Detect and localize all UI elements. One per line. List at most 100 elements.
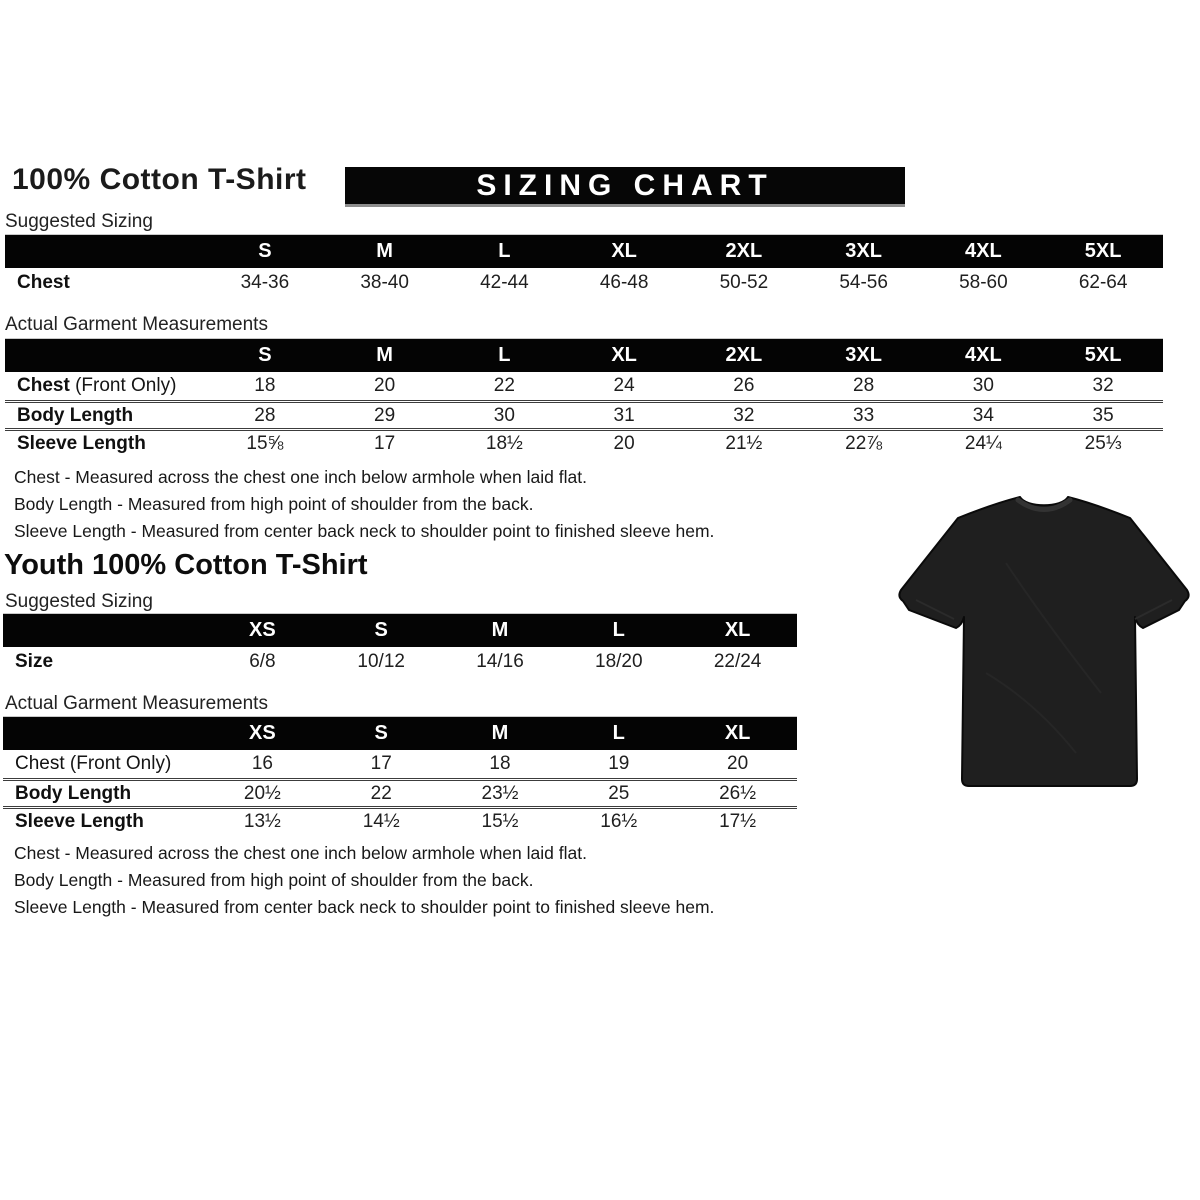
size-column-header: L bbox=[498, 240, 511, 262]
size-header-row: S M L XL 2XL 3XL 4XL 5XL bbox=[5, 235, 1163, 268]
measurement-value: 20½ bbox=[243, 782, 281, 804]
measurement-value: 17 bbox=[374, 432, 396, 454]
measurement-value: 13½ bbox=[243, 810, 281, 832]
size-column-header: 3XL bbox=[845, 344, 882, 366]
tshirt-wrinkle bbox=[985, 562, 1102, 754]
adult-measurement-notes: Chest - Measured across the chest one in… bbox=[14, 464, 714, 545]
row-label-cell: Body Length bbox=[5, 405, 205, 427]
table-row: Sleeve Length 15⅝ 17 18½ 20 21½ 22⅞ 24¼ 25⅓ bbox=[5, 428, 1163, 456]
size-column-header: 5XL bbox=[1084, 240, 1122, 262]
measurement-value: 22/24 bbox=[713, 650, 762, 672]
measurement-value: 28 bbox=[254, 404, 276, 426]
table-row: Size 6/8 10/12 14/16 18/20 22/24 bbox=[3, 647, 797, 676]
adult-suggested-sizing-table: S M L XL 2XL 3XL 4XL 5XL Chest 34-36 38-40 42-44 46-… bbox=[5, 234, 1163, 297]
measurement-value: 42-44 bbox=[480, 271, 529, 293]
table-row: Body Length 20½ 22 23½ 25 26½ bbox=[3, 778, 797, 806]
size-column-header: M bbox=[376, 240, 393, 262]
measurement-value: 14½ bbox=[362, 810, 400, 832]
note-line: Body Length - Measured from high point o… bbox=[14, 870, 534, 890]
size-column-header: L bbox=[612, 722, 625, 744]
measurement-value: 21½ bbox=[725, 432, 763, 454]
row-label-suffix: (Front Only) bbox=[69, 375, 177, 396]
note-line: Body Length - Measured from high point o… bbox=[14, 494, 534, 514]
size-column-header: M bbox=[376, 344, 393, 366]
page-title: 100% Cotton T-Shirt bbox=[12, 163, 307, 196]
measurement-value: 30 bbox=[493, 404, 515, 426]
measurement-value: 32 bbox=[1092, 375, 1114, 396]
row-label-main: Body Length bbox=[15, 782, 132, 804]
note-line: Sleeve Length - Measured from center bac… bbox=[14, 897, 715, 917]
row-label-cell: Chest (Front Only) bbox=[5, 375, 205, 397]
row-label-cell: Sleeve Length bbox=[3, 811, 203, 833]
youth-measurements-label: Actual Garment Measurements bbox=[5, 693, 268, 714]
measurement-value: 15½ bbox=[481, 810, 519, 832]
measurement-value: 24 bbox=[613, 375, 635, 396]
measurement-value: 38-40 bbox=[360, 271, 409, 293]
size-column-header: XL bbox=[724, 619, 751, 641]
measurement-value: 32 bbox=[733, 404, 755, 426]
size-column-header: 3XL bbox=[845, 240, 882, 262]
measurement-value: 23½ bbox=[481, 782, 519, 804]
measurement-value: 34-36 bbox=[240, 271, 290, 293]
table-row: Sleeve Length 13½ 14½ 15½ 16½ 17½ bbox=[3, 806, 797, 834]
size-column-header: S bbox=[374, 619, 388, 641]
size-column-header: 5XL bbox=[1084, 344, 1122, 366]
size-column-header: L bbox=[612, 619, 625, 641]
row-label-main: Chest bbox=[15, 753, 65, 774]
measurement-value: 22 bbox=[493, 375, 515, 396]
size-column-header: 2XL bbox=[725, 344, 763, 366]
row-label-cell: Sleeve Length bbox=[5, 433, 205, 455]
measurement-value: 62-64 bbox=[1078, 271, 1128, 293]
measurement-value: 22⅞ bbox=[845, 432, 883, 454]
measurement-value: 26 bbox=[733, 375, 755, 396]
measurement-value: 22 bbox=[370, 782, 392, 804]
sizing-chart-banner-label: SIZING CHART bbox=[476, 168, 774, 202]
size-column-header: S bbox=[258, 240, 272, 262]
measurement-value: 34 bbox=[972, 404, 994, 426]
measurement-value: 28 bbox=[853, 375, 875, 396]
note-line: Chest - Measured across the chest one in… bbox=[14, 467, 587, 487]
tshirt-right-sleeve-seam bbox=[1134, 599, 1173, 620]
measurement-value: 14/16 bbox=[476, 650, 524, 672]
row-label-cell: Chest bbox=[5, 272, 205, 294]
measurement-value: 18½ bbox=[485, 432, 523, 454]
youth-measurements-table: XS S M L XL Chest (Front Only) 16 17 18 19 20 Body … bbox=[3, 716, 797, 834]
tshirt-left-sleeve-seam bbox=[915, 599, 955, 620]
size-column-header: S bbox=[258, 344, 272, 366]
youth-suggested-sizing-label: Suggested Sizing bbox=[5, 591, 153, 612]
black-tshirt-graphic bbox=[898, 496, 1190, 787]
note-line: Chest - Measured across the chest one in… bbox=[14, 843, 587, 863]
measurement-value: 20 bbox=[374, 375, 396, 396]
row-label-suffix: (Front Only) bbox=[64, 753, 172, 774]
measurement-value: 50-52 bbox=[719, 271, 769, 293]
measurement-value: 18/20 bbox=[595, 650, 643, 672]
measurement-value: 17 bbox=[370, 753, 392, 774]
row-label-main: Chest bbox=[17, 271, 70, 293]
size-column-header: L bbox=[498, 344, 511, 366]
row-label-main: Body Length bbox=[17, 404, 134, 426]
measurement-value: 6/8 bbox=[249, 650, 276, 672]
size-column-header: M bbox=[491, 722, 509, 744]
size-header-row: S M L XL 2XL 3XL 4XL 5XL bbox=[5, 339, 1163, 372]
size-column-header: XL bbox=[611, 344, 637, 366]
measurement-value: 58-60 bbox=[959, 271, 1008, 293]
measurement-value: 10/12 bbox=[357, 650, 405, 672]
measurement-value: 46-48 bbox=[599, 271, 649, 293]
row-label-main: Sleeve Length bbox=[15, 810, 144, 832]
measurement-value: 20 bbox=[727, 753, 749, 774]
youth-suggested-sizing-table: XS S M L XL Size 6/8 10/12 14/16 18/20 22/24 bbox=[3, 613, 797, 676]
row-label-main: Size bbox=[15, 650, 54, 672]
youth-measurement-notes: Chest - Measured across the chest one in… bbox=[14, 840, 714, 921]
size-column-header: M bbox=[491, 619, 509, 641]
size-column-header: S bbox=[374, 722, 388, 744]
row-label-cell: Chest (Front Only) bbox=[3, 753, 203, 775]
size-column-header: XS bbox=[249, 722, 276, 744]
size-column-header: 2XL bbox=[725, 240, 763, 262]
sizing-chart-banner: SIZING CHART bbox=[345, 167, 905, 207]
measurement-value: 15⅝ bbox=[246, 432, 284, 454]
size-column-header: 4XL bbox=[965, 344, 1002, 366]
measurement-value: 31 bbox=[613, 404, 635, 426]
measurement-value: 25⅓ bbox=[1084, 432, 1122, 454]
row-label-main: Chest bbox=[17, 375, 70, 396]
table-row: Chest (Front Only) 18 20 22 24 26 28 30 32 bbox=[5, 372, 1163, 400]
